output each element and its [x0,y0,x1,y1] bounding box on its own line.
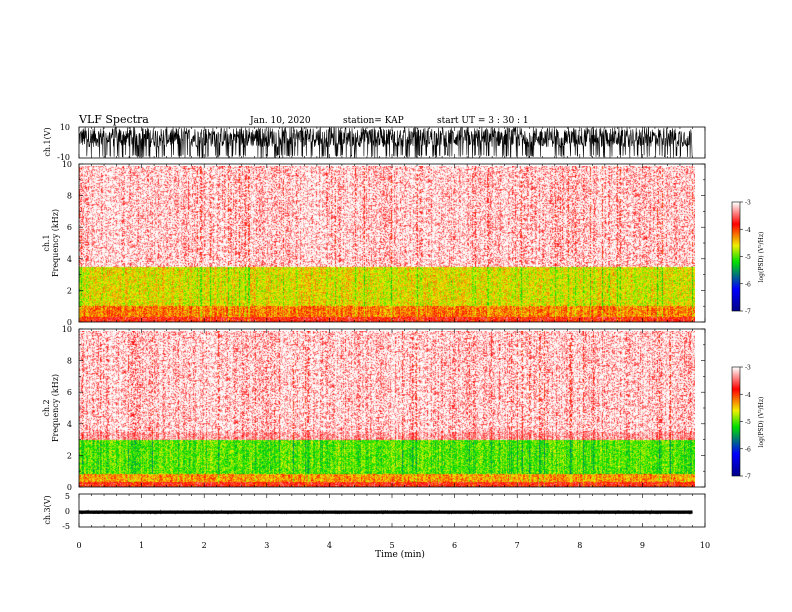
figure-title: VLF Spectra [78,113,149,126]
y-tick-label: 10 [62,160,72,169]
ch3-waveform-panel: 5 0 -5 ch.3(V) [43,492,706,531]
waveform-line [78,126,693,159]
ch1-colorbar: -3 -4 -5 -6 -7 log(PSD) (V²/Hz) [731,200,765,316]
ch1-spectrogram-panel: 0 2 4 6 8 10 ch.1 Frequency (kHz) [42,160,706,327]
ch1-spectrogram-image [79,166,695,322]
y-tick-label: 2 [67,286,72,295]
x-tick-label: 6 [452,541,457,550]
x-tick-label: 8 [577,541,582,550]
ch1-ylabel-frequency: Frequency (kHz) [51,209,60,277]
x-tick-label: 2 [202,541,207,550]
date-label: Jan. 10, 2020 [249,116,311,126]
ch1-colorbar-label: log(PSD) (V²/Hz) [758,232,765,283]
ch2-ylabel-frequency: Frequency (kHz) [51,374,60,442]
ch2-spectrogram-panel: 0 2 4 6 8 10 ch.2 Frequency (kHz) [42,325,706,492]
x-tick-label: 1 [139,541,144,550]
colorbar-tick-label: -6 [745,446,751,453]
time-axis-tick-labels: 0 1 2 3 4 5 6 7 8 9 10 [76,541,710,550]
time-axis-ticks [78,127,706,527]
ch2-spectrogram-yticks: 0 2 4 6 8 10 [62,325,705,492]
ch1-colorbar-ticks: -3 -4 -5 -6 -7 [740,200,751,316]
time-axis-label: Time (min) [375,549,425,560]
y-tick-label: 6 [67,388,72,397]
colorbar-tick-label: -3 [745,365,751,372]
ch1-ytick-bottom: -10 [57,153,70,162]
colorbar-tick-label: -7 [745,309,751,316]
colorbar-tick-label: -4 [745,392,751,399]
colorbar-tick-label: -4 [745,227,751,234]
ch3-signal-band [79,510,693,514]
ch2-colorbar-image [732,367,740,476]
y-tick-label: 6 [67,223,72,232]
ch3-ytick-top: 5 [65,492,70,501]
colorbar-tick-label: -5 [745,419,751,426]
y-tick-label: 2 [67,451,72,460]
y-tick-label: 4 [67,255,72,264]
y-tick-label: 8 [67,192,72,201]
y-tick-label: 8 [67,357,72,366]
ch2-colorbar-label: log(PSD) (V²/Hz) [758,397,765,448]
start-time-label: start UT = 3 : 30 : 1 [437,116,529,126]
ch2-ylabel-channel: ch.2 [42,399,51,416]
ch3-ytick-mid: 0 [65,507,70,516]
colorbar-tick-label: -3 [745,200,751,207]
x-tick-label: 7 [515,541,520,550]
ch2-colorbar: -3 -4 -5 -6 -7 log(PSD) (V²/Hz) [731,365,765,481]
y-tick-label: 10 [62,325,72,334]
x-tick-label: 10 [700,541,710,550]
ch1-waveform-panel: 10 -10 ch.1(V) [43,123,706,162]
x-tick-label: 3 [264,541,269,550]
ch1-spectrogram-yticks: 0 2 4 6 8 10 [62,160,705,327]
ch3-ylabel: ch.3(V) [43,495,52,524]
y-tick-label: 0 [67,318,72,327]
ch2-spectrogram-image [79,331,695,487]
x-tick-label: 0 [76,541,81,550]
ch3-ytick-bottom: -5 [62,522,70,531]
ch1-ytick-top: 10 [60,123,70,132]
colorbar-tick-label: -6 [745,281,751,288]
ch2-colorbar-ticks: -3 -4 -5 -6 -7 [740,365,751,481]
ch1-colorbar-image [732,202,740,311]
ch1-ylabel: ch.1(V) [43,127,52,156]
ch3-waveform-trace [78,509,693,515]
colorbar-tick-label: -5 [745,254,751,261]
y-tick-label: 0 [67,483,72,492]
x-tick-label: 5 [389,541,394,550]
ch1-waveform-trace [78,126,693,159]
y-tick-label: 4 [67,420,72,429]
colorbar-tick-label: -7 [745,474,751,481]
x-tick-label: 9 [640,541,645,550]
ch1-ylabel-channel: ch.1 [42,234,51,251]
x-tick-label: 4 [327,541,332,550]
station-label: station= KAP [343,116,404,126]
